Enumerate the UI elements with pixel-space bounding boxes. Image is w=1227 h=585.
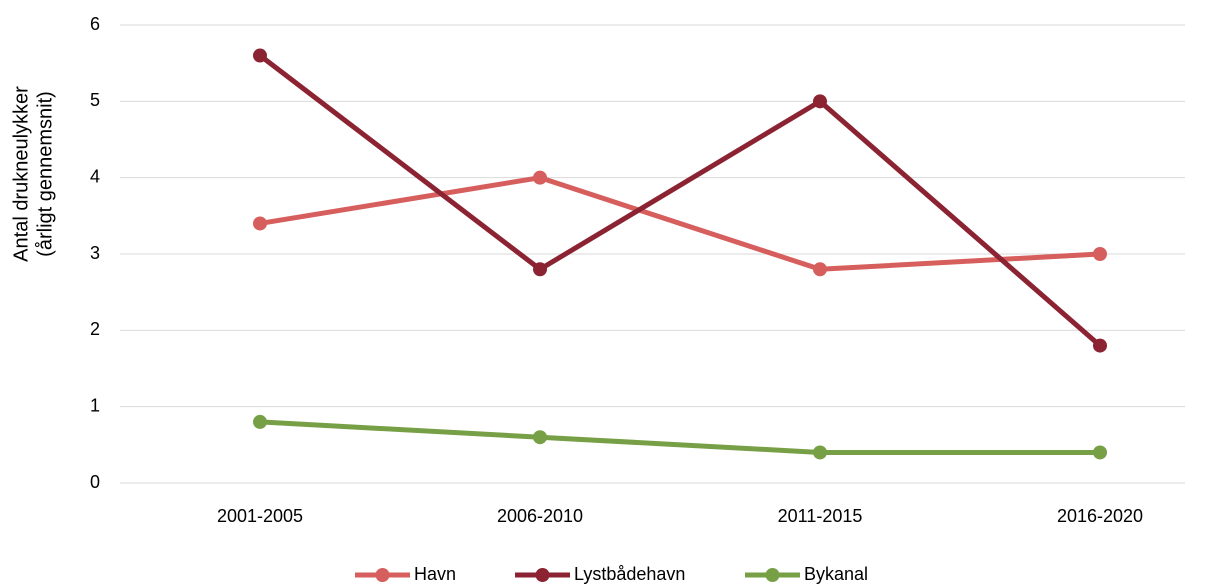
data-point [1093,247,1107,261]
y-axis-title-line: Antal drukneulykker [10,86,32,262]
data-point [813,445,827,460]
y-tick-label: 0 [90,472,100,492]
series-line [258,53,1102,348]
y-axis-title-line: (årligt gennemsnit) [34,91,56,257]
y-tick-label: 5 [90,90,100,110]
legend-swatch-dot [765,568,780,582]
y-tick-label: 2 [90,319,100,339]
legend-label: Bykanal [804,564,868,584]
legend-label: Havn [414,564,456,584]
data-point [533,262,547,277]
x-tick-label: 2016-2020 [1057,506,1143,526]
data-point [813,262,827,277]
x-tick-label: 2011-2015 [778,506,863,526]
legend-swatch-dot [375,568,390,582]
data-point [1093,445,1107,460]
data-point [1093,338,1107,353]
data-point [813,94,827,109]
series-line [259,419,1100,455]
data-point [533,170,547,185]
y-tick-label: 3 [90,243,100,263]
x-tick-label: 2006-2010 [497,506,583,526]
data-point [253,414,267,429]
data-point [253,216,267,231]
data-point [253,48,267,63]
y-tick-label: 6 [90,14,100,34]
legend-label: Lystbådehavn [574,564,685,584]
y-axis-title: Antal drukneulykker (årligt gennemsnit) [10,86,56,262]
y-tick-label: 4 [90,166,100,186]
data-point [533,430,547,445]
series-line [259,175,1101,272]
x-tick-label: 2001-2005 [217,506,303,526]
y-tick-label: 1 [90,395,100,415]
legend-swatch-dot [535,568,550,582]
